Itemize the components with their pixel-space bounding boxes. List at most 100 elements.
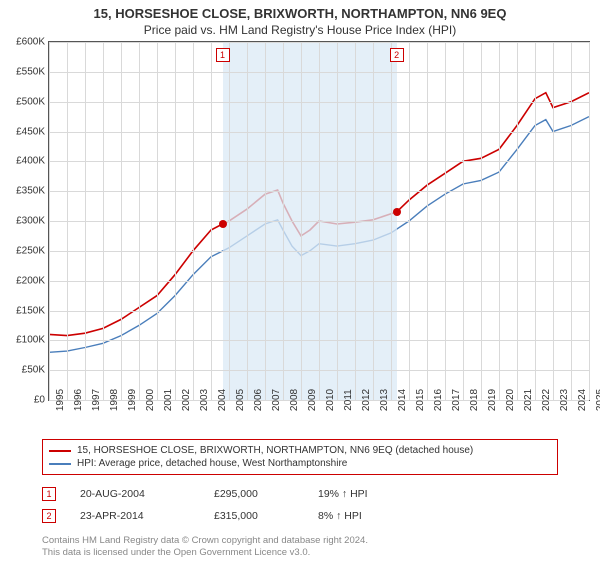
sale-row: 1 20-AUG-2004 £295,000 19% ↑ HPI [42,483,558,505]
x-axis-label: 2000 [139,389,156,411]
gridline-v [373,42,374,400]
gridline-v [409,42,410,400]
sale-price: £295,000 [214,488,294,500]
x-axis-label: 2006 [247,389,264,411]
x-axis-label: 2002 [175,389,192,411]
gridline-v [499,42,500,400]
gridline-v [571,42,572,400]
sale-row-marker: 1 [42,487,56,501]
gridline-v [67,42,68,400]
sale-marker-1: 1 [216,48,230,62]
x-axis-label: 2021 [517,389,534,411]
y-axis-label: £300K [16,216,49,227]
x-axis-label: 2011 [337,389,354,411]
chart-legend: 15, HORSESHOE CLOSE, BRIXWORTH, NORTHAMP… [42,439,558,475]
gridline-v [229,42,230,400]
gridline-v [49,42,50,400]
gridline-v [337,42,338,400]
x-axis-label: 1997 [85,389,102,411]
y-axis-label: £500K [16,96,49,107]
gridline-v [247,42,248,400]
x-axis-label: 1996 [67,389,84,411]
x-axis-label: 2003 [193,389,210,411]
page-title: 15, HORSESHOE CLOSE, BRIXWORTH, NORTHAMP… [0,6,600,21]
x-axis-label: 2001 [157,389,174,411]
legend-label: HPI: Average price, detached house, West… [77,458,347,469]
price-chart: £0£50K£100K£150K£200K£250K£300K£350K£400… [48,41,590,401]
sale-marker-2: 2 [390,48,404,62]
gridline-v [283,42,284,400]
x-axis-label: 2019 [481,389,498,411]
gridline-v [445,42,446,400]
footer-line-2: This data is licensed under the Open Gov… [42,547,558,559]
x-axis-label: 2024 [571,389,588,411]
y-axis-label: £550K [16,66,49,77]
x-axis-label: 2004 [211,389,228,411]
x-axis-label: 2016 [427,389,444,411]
sale-delta: 8% ↑ HPI [318,510,362,522]
footer-attribution: Contains HM Land Registry data © Crown c… [42,535,558,560]
gridline-v [103,42,104,400]
gridline-v [481,42,482,400]
sale-date: 20-AUG-2004 [80,488,190,500]
x-axis-label: 2008 [283,389,300,411]
x-axis-label: 2015 [409,389,426,411]
legend-item: 15, HORSESHOE CLOSE, BRIXWORTH, NORTHAMP… [49,444,551,457]
x-axis-label: 2025 [589,389,600,411]
y-axis-label: £250K [16,245,49,256]
gridline-v [85,42,86,400]
gridline-v [157,42,158,400]
gridline-v [211,42,212,400]
gridline-v [463,42,464,400]
x-axis-label: 2010 [319,389,336,411]
gridline-v [265,42,266,400]
gridline-v [535,42,536,400]
x-axis-label: 2022 [535,389,552,411]
x-axis-label: 2005 [229,389,246,411]
y-axis-label: £450K [16,126,49,137]
y-axis-label: £400K [16,156,49,167]
sale-date: 23-APR-2014 [80,510,190,522]
sale-delta: 19% ↑ HPI [318,488,368,500]
x-axis-label: 2012 [355,389,372,411]
x-axis-label: 2017 [445,389,462,411]
x-axis-label: 1998 [103,389,120,411]
footer-line-1: Contains HM Land Registry data © Crown c… [42,535,558,547]
sale-row-marker: 2 [42,509,56,523]
x-axis-label: 2014 [391,389,408,411]
sale-dot-2 [393,208,401,216]
legend-swatch [49,463,71,465]
page-subtitle: Price paid vs. HM Land Registry's House … [0,23,600,37]
sale-price: £315,000 [214,510,294,522]
gridline-v [427,42,428,400]
gridline-v [517,42,518,400]
gridline-v [589,42,590,400]
gridline-v [319,42,320,400]
legend-item: HPI: Average price, detached house, West… [49,457,551,470]
x-axis-label: 2007 [265,389,282,411]
x-axis-label: 2020 [499,389,516,411]
y-axis-label: £200K [16,275,49,286]
legend-label: 15, HORSESHOE CLOSE, BRIXWORTH, NORTHAMP… [77,445,473,456]
y-axis-label: £150K [16,305,49,316]
gridline-v [175,42,176,400]
gridline-v [391,42,392,400]
gridline-v [193,42,194,400]
x-axis-label: 1999 [121,389,138,411]
gridline-v [553,42,554,400]
legend-swatch [49,450,71,452]
y-axis-label: £50K [22,365,49,376]
sale-dot-1 [219,220,227,228]
x-axis-label: 2018 [463,389,480,411]
x-axis-label: 2023 [553,389,570,411]
y-axis-label: £600K [16,37,49,48]
gridline-v [301,42,302,400]
y-axis-label: £0 [34,395,49,406]
gridline-v [121,42,122,400]
x-axis-label: 1995 [49,389,66,411]
x-axis-label: 2009 [301,389,318,411]
gridline-v [355,42,356,400]
sales-table: 1 20-AUG-2004 £295,000 19% ↑ HPI 2 23-APR-201… [42,483,558,527]
gridline-v [139,42,140,400]
sale-row: 2 23-APR-2014 £315,000 8% ↑ HPI [42,505,558,527]
